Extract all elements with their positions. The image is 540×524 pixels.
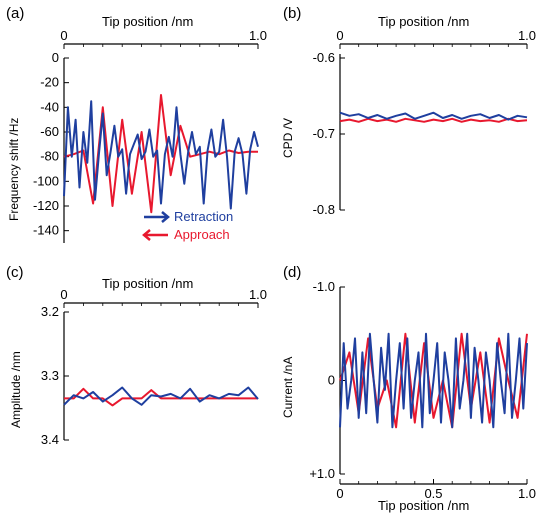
panel-b-x-title: Tip position /nm xyxy=(378,14,470,29)
panel-a-y-tick-label: -120 xyxy=(33,198,59,213)
panel-a-x-tick-label: 0 xyxy=(60,28,67,43)
panel-a-y-title: Frequency shift /Hz xyxy=(7,117,21,221)
panel-a-y-tick-label: -140 xyxy=(33,223,59,238)
panel-d-y-tick-label: +1.0 xyxy=(309,466,335,481)
legend-retraction-arrow-head xyxy=(161,211,170,223)
panel-c-y-tick-label: 3.3 xyxy=(41,368,59,383)
panel-a-y-tick-label: -80 xyxy=(40,149,59,164)
panel-d-label: (d) xyxy=(283,264,302,281)
panel-d-x-tick-label: 0 xyxy=(336,486,343,501)
panel-b-x-tick-label: 0 xyxy=(336,28,343,43)
panel-a-x-tick-label: 1.0 xyxy=(249,28,267,43)
legend-retraction: Retraction xyxy=(174,209,234,224)
panel-a-y-tick-label: 0 xyxy=(52,50,59,65)
panel-b-y-tick-label: -0.8 xyxy=(313,202,335,217)
panel-c-series-approach xyxy=(64,387,258,407)
panel-c-label: (c) xyxy=(6,264,24,281)
panel-b-series-approach xyxy=(339,117,528,123)
legend-approach: Approach xyxy=(174,227,230,242)
panel-a-y-tick-label: -100 xyxy=(33,173,59,188)
panel-b-label: (b) xyxy=(283,5,302,22)
panel-b-x-tick-label: 1.0 xyxy=(518,28,536,43)
panel-d-y-tick-label: -1.0 xyxy=(313,279,335,294)
panel-a-label: (a) xyxy=(6,5,25,22)
panel-d-y-title: Current /nA xyxy=(281,356,295,418)
panel-b-y-title: CPD /V xyxy=(281,117,295,158)
panel-d-x-tick-label: 0.5 xyxy=(424,486,442,501)
panel-c-y-tick-label: 3.4 xyxy=(41,432,59,447)
panel-b-y-tick-label: -0.7 xyxy=(313,126,335,141)
panel-d-series-retraction xyxy=(339,332,528,429)
legend-approach-arrow-head xyxy=(142,229,151,241)
panel-b-y-tick-label: -0.6 xyxy=(313,50,335,65)
panel-c-x-title: Tip position /nm xyxy=(102,276,194,291)
panel-d-x-title: Tip position /nm xyxy=(378,498,470,513)
panel-a-y-tick-label: -40 xyxy=(40,99,59,114)
panel-d-y-tick-label: 0 xyxy=(328,373,335,388)
panel-a-x-title: Tip position /nm xyxy=(102,14,194,29)
panel-a-y-tick-label: -60 xyxy=(40,124,59,139)
panel-c-y-title: Amplitude /nm xyxy=(9,351,23,428)
panel-d-x-tick-label: 1.0 xyxy=(518,486,536,501)
panel-c-series-retraction xyxy=(63,386,259,406)
panel-c-x-tick-label: 0 xyxy=(60,287,67,302)
panel-c-x-tick-label: 1.0 xyxy=(249,287,267,302)
panel-c-y-tick-label: 3.2 xyxy=(41,304,59,319)
panel-b-series-retraction xyxy=(339,111,528,121)
panel-a-series-retraction xyxy=(63,100,259,210)
panel-a-y-tick-label: -20 xyxy=(40,75,59,90)
